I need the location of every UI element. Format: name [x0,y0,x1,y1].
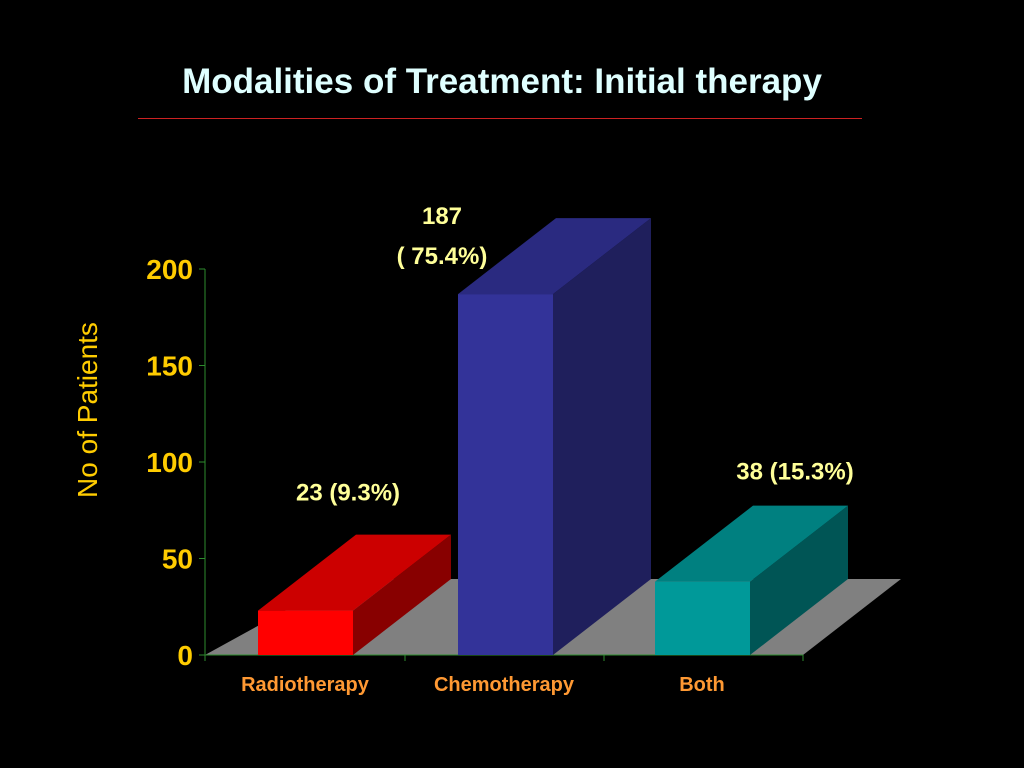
data-label: 38 (15.3%) [736,459,853,486]
x-tick-label: Chemotherapy [434,674,575,696]
bar-side [750,505,848,655]
bar [258,610,353,655]
bar-side [353,534,451,655]
data-label: 187 [422,203,462,230]
bar [655,581,750,655]
title-rule [138,118,862,119]
bar-top [655,505,848,582]
y-tick-label: 100 [146,447,193,478]
bar-top [258,534,451,611]
data-label: 23 (9.3%) [296,480,400,507]
y-tick-label: 200 [146,254,193,285]
bar [458,294,553,655]
y-tick-label: 0 [177,640,193,671]
data-label: ( 75.4%) [397,243,488,270]
bar-side [553,218,651,655]
bar-top [458,218,651,295]
x-tick-label: Both [679,674,725,696]
chart-title: Modalities of Treatment: Initial therapy [182,62,822,101]
y-tick-label: 150 [146,351,193,382]
x-tick-label: Radiotherapy [241,674,370,696]
y-tick-label: 50 [162,544,193,575]
